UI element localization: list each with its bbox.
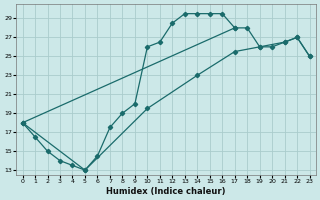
X-axis label: Humidex (Indice chaleur): Humidex (Indice chaleur) xyxy=(106,187,226,196)
